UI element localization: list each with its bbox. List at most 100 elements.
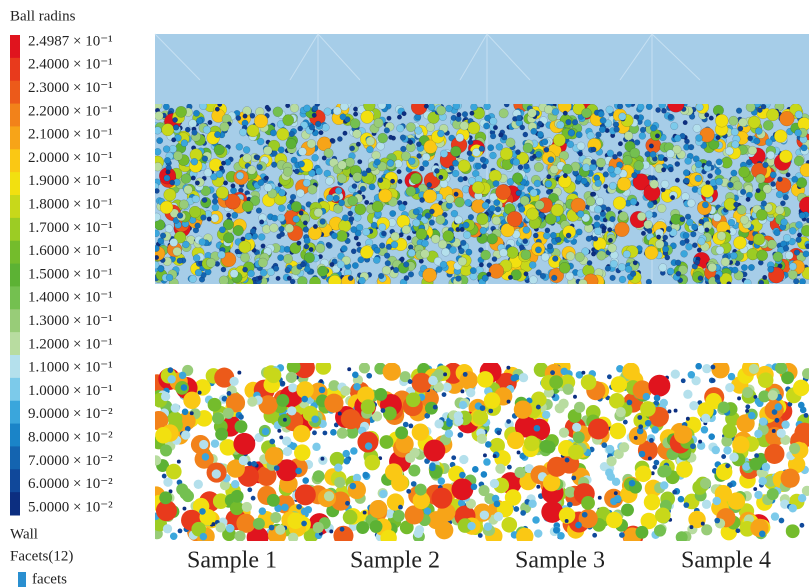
particle xyxy=(456,276,462,282)
particle xyxy=(634,436,638,440)
particle xyxy=(352,262,358,268)
particle xyxy=(219,276,228,285)
particle xyxy=(762,463,770,471)
particle xyxy=(740,216,749,225)
particle xyxy=(515,150,520,155)
particle xyxy=(619,442,629,452)
particle xyxy=(736,108,742,114)
particle xyxy=(387,160,394,167)
particle xyxy=(523,132,528,137)
particle xyxy=(475,163,481,169)
particle xyxy=(365,455,381,471)
particle xyxy=(387,116,392,121)
particle xyxy=(516,190,522,196)
particle xyxy=(624,131,633,140)
particle xyxy=(599,126,605,132)
particle xyxy=(378,273,384,279)
particle xyxy=(779,150,792,163)
particle xyxy=(542,411,550,419)
particle xyxy=(242,267,247,272)
particle xyxy=(494,512,503,521)
particle xyxy=(792,176,798,182)
particle xyxy=(708,173,713,178)
particle xyxy=(723,446,731,454)
particle xyxy=(536,485,540,489)
particle xyxy=(301,396,308,403)
particle xyxy=(749,364,759,374)
particle xyxy=(301,521,307,527)
particle xyxy=(683,390,692,399)
particle xyxy=(233,433,255,455)
particle xyxy=(315,121,321,127)
particle xyxy=(735,528,740,533)
particle xyxy=(513,159,520,166)
particle xyxy=(356,142,361,147)
particle xyxy=(191,158,198,165)
particle xyxy=(687,199,695,207)
particle xyxy=(716,246,724,254)
particle xyxy=(184,185,193,194)
particle xyxy=(789,227,796,234)
particle xyxy=(208,120,213,125)
particle xyxy=(395,426,408,439)
particle xyxy=(190,411,194,415)
particle xyxy=(452,160,458,166)
particle xyxy=(802,368,809,379)
particle xyxy=(312,443,320,451)
particle xyxy=(591,147,596,152)
particle xyxy=(393,510,405,522)
particle xyxy=(277,254,283,260)
particle xyxy=(675,260,681,266)
particle xyxy=(459,248,465,254)
particle xyxy=(472,466,479,473)
particle xyxy=(470,111,475,116)
particle xyxy=(177,460,181,464)
particle xyxy=(312,113,317,118)
particle xyxy=(442,392,447,397)
legend-swatch xyxy=(10,241,20,264)
particle xyxy=(513,374,520,381)
particle xyxy=(666,150,674,158)
particle xyxy=(259,507,267,514)
particle xyxy=(237,371,241,375)
particle xyxy=(289,131,295,137)
particle xyxy=(378,133,388,143)
legend-label: 1.6000 × 10⁻¹ xyxy=(28,243,113,259)
particle xyxy=(676,531,688,543)
particle xyxy=(400,146,406,152)
particle xyxy=(655,240,664,249)
particle xyxy=(258,234,265,241)
particle xyxy=(544,105,553,114)
particle xyxy=(467,522,475,530)
particle xyxy=(803,251,809,257)
particle xyxy=(199,508,206,515)
particle xyxy=(215,428,228,441)
particle xyxy=(373,257,380,264)
particle xyxy=(627,400,633,406)
particle xyxy=(660,399,668,407)
particle xyxy=(534,162,543,171)
particle xyxy=(283,115,294,126)
particle xyxy=(689,525,693,529)
particle xyxy=(484,392,501,409)
particle xyxy=(419,166,424,171)
particle xyxy=(183,507,187,511)
particle xyxy=(170,238,178,246)
particle xyxy=(534,180,541,187)
particle xyxy=(777,177,782,182)
particle xyxy=(362,228,370,236)
particle xyxy=(466,249,472,255)
particle xyxy=(771,181,776,186)
particle xyxy=(223,233,234,244)
particle xyxy=(460,240,466,246)
particle xyxy=(617,151,622,156)
particle xyxy=(429,209,434,214)
particle xyxy=(446,195,455,204)
legend-label: 2.3000 × 10⁻¹ xyxy=(28,80,113,96)
particle xyxy=(609,393,625,409)
particle xyxy=(551,204,563,216)
particle xyxy=(297,241,302,246)
particle xyxy=(424,104,429,109)
particle xyxy=(434,168,439,173)
particle xyxy=(559,427,569,437)
